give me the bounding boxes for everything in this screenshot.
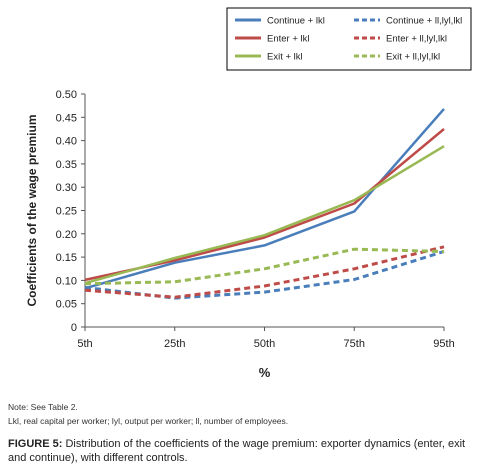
legend-label-continue-lkl: Continue + lkl [267,16,325,27]
figure-label: FIGURE 5: [8,438,63,450]
legend-label-enter-lkl: Enter + lkl [267,34,310,45]
x-tick-label: 25th [164,338,185,350]
legend-box [226,7,472,71]
y-tick-label: 0.10 [56,275,77,287]
x-axis-label: % [259,365,271,380]
x-tick-label: 75th [344,338,365,350]
caption-text: Distribution of the coefficients of the … [8,438,466,464]
y-axis-label: Coefficients of the wage premium [25,114,39,306]
y-tick-label: 0.35 [56,159,77,171]
x-tick-label: 50th [254,338,275,350]
y-tick-label: 0.05 [56,299,77,311]
series-line-enter-lkl [84,128,445,282]
y-tick-label: 0.50 [56,89,77,101]
series-line-continue-lkl [84,108,445,290]
legend-label-exit-lkl: Exit + lkl [267,52,303,63]
legend-label-exit-ll-lyl-lkl: Exit + ll,lyl,lkl [386,52,440,63]
note-abbreviations: Lkl, real capital per worker; lyl, outpu… [8,416,289,426]
x-tick-label: 95th [433,338,454,350]
y-tick-label: 0.45 [56,112,77,124]
legend-label-continue-ll-lyl-lkl: Continue + ll,lyl,lkl [386,16,462,27]
y-tick-label: 0 [71,322,77,334]
y-tick-label: 0.20 [56,229,77,241]
series-line-exit-ll-lyl-lkl [84,247,445,286]
note-see-table: Note: See Table 2. [8,402,78,412]
y-tick-label: 0.15 [56,252,77,264]
figure-notes: Note: See Table 2. Lkl, real capital per… [8,400,472,428]
figure: 0.50 0.45 0.40 0.35 0.30 0.25 0.20 0.15 0.10 0.05… [25,7,472,380]
x-tick-label: 5th [77,338,92,350]
y-tick-label: 0.25 [56,206,77,218]
series-line-enter-ll-lyl-lkl [84,245,445,299]
y-tick-label: 0.30 [56,182,77,194]
series-line-continue-ll-lyl-lkl [84,250,445,300]
series-line-exit-lkl [84,145,445,285]
line-chart: 0.50 0.45 0.40 0.35 0.30 0.25 0.20 0.15 0.10 0.05… [25,7,472,380]
y-tick-label: 0.40 [56,136,77,148]
figure-caption: FIGURE 5: Distribution of the coefficien… [8,437,472,465]
legend-label-enter-ll-lyl-lkl: Enter + ll,lyl,lkl [386,34,447,45]
